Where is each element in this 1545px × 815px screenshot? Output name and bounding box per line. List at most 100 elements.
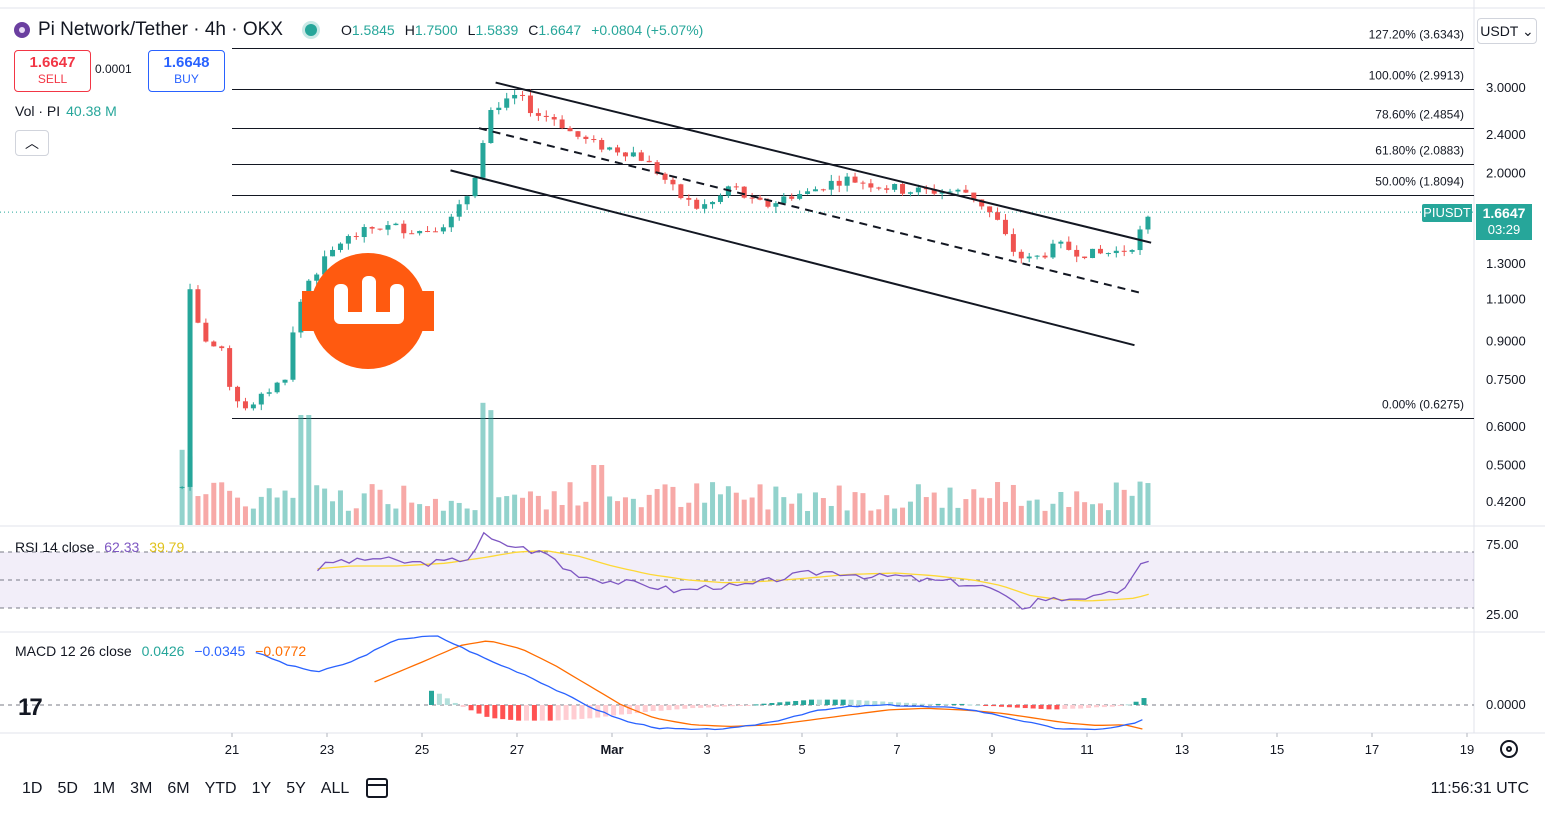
candle-body [710, 201, 716, 205]
candle-body [844, 176, 850, 186]
range-button-all[interactable]: ALL [320, 780, 350, 797]
range-button-1d[interactable]: 1D [22, 780, 43, 797]
macd-hist-bar [1101, 705, 1107, 708]
candle-body [369, 227, 375, 229]
macd-hist-bar [1117, 705, 1123, 706]
calendar-icon[interactable] [366, 778, 388, 798]
volume-bar [227, 490, 233, 525]
range-button-1y[interactable]: 1Y [251, 780, 272, 797]
macd-hist-bar [547, 705, 553, 721]
candle-body [393, 223, 399, 226]
market-open-icon [304, 24, 317, 36]
range-button-5y[interactable]: 5Y [286, 780, 306, 797]
candle-body [789, 196, 795, 199]
macd-hist-bar [595, 705, 601, 718]
bar-countdown: 03:29 [1487, 222, 1521, 237]
time-tick-label: 9 [988, 742, 995, 757]
ohlc-key: L [467, 22, 476, 38]
ohlc-key: H [404, 22, 415, 38]
collapse-legend-button[interactable]: ︿ [15, 130, 49, 156]
volume-bar [464, 508, 470, 525]
buy-button[interactable]: 1.6648 BUY [148, 50, 225, 92]
macd-hist-bar [1125, 704, 1131, 706]
volume-bar [844, 510, 850, 525]
last-price: 1.6647 [1482, 205, 1526, 221]
macd-hist-bar [468, 705, 474, 711]
candle-body [432, 231, 438, 233]
volume-bar [1002, 501, 1008, 525]
candle-body [995, 212, 1001, 220]
candle-body [955, 189, 961, 192]
volume-bar [583, 501, 589, 525]
ohlc-value: 1.7500 [414, 22, 458, 38]
rsi-legend[interactable]: RSI 14 close 62.33 39.79 [15, 539, 184, 555]
macd-hist-bar [539, 705, 545, 721]
candle-body [805, 191, 811, 194]
candle-body [504, 98, 510, 108]
candle-body [749, 197, 755, 199]
volume-legend[interactable]: Vol · PI 40.38 M [15, 103, 117, 119]
gear-icon[interactable] [1500, 740, 1518, 758]
macd-hist-bar [824, 699, 830, 705]
candle-body [353, 236, 359, 238]
channel-line-lower [450, 169, 1135, 347]
ohlc-value: 1.6647 [538, 22, 582, 38]
candle-body [860, 182, 866, 184]
volume-bar [393, 508, 399, 525]
macd-hist-bar [721, 705, 727, 707]
volume-bar [995, 482, 1001, 525]
range-button-1m[interactable]: 1M [92, 780, 116, 797]
volume-bar [868, 510, 874, 525]
macd-hist-bar [777, 702, 783, 705]
candle-body [939, 191, 945, 194]
candle-body [607, 147, 613, 150]
volume-bar [409, 502, 415, 525]
candle-body [330, 249, 336, 257]
volume-bar [488, 410, 494, 525]
candle-body [1090, 248, 1096, 259]
volume-bar [971, 489, 977, 525]
volume-bar [931, 492, 937, 525]
clock-readout[interactable]: 11:56:31 UTC [1430, 780, 1529, 797]
price-tick-label: 0.6000 [1486, 419, 1526, 434]
macd-hist-bar [706, 705, 712, 708]
candle-body [599, 140, 605, 150]
sell-button[interactable]: 1.6647 SELL [14, 50, 91, 92]
time-range-bar: 1D 5D 1M 3M 6M YTD 1Y 5Y ALL [22, 780, 349, 798]
candle-body [915, 187, 921, 193]
chart-title[interactable]: Pi Network/Tether · 4h · OKX [38, 19, 283, 40]
macd-hist-bar [1109, 705, 1115, 707]
macd-legend[interactable]: MACD 12 26 close 0.0426 −0.0345 −0.0772 [15, 643, 306, 659]
volume-bar [923, 497, 929, 525]
volume-bar [939, 507, 945, 525]
pi-coin-icon [14, 22, 30, 38]
tradingview-logo-icon[interactable]: 17 [18, 694, 43, 721]
symbol-price-tag: PIUSDT [1422, 204, 1472, 222]
volume-bar [1129, 495, 1135, 525]
volume-bar [781, 497, 787, 525]
macd-hist-bar [460, 705, 466, 708]
range-button-3m[interactable]: 3M [130, 780, 153, 797]
range-button-5d[interactable]: 5D [57, 780, 78, 797]
candle-body [488, 110, 494, 144]
rsi-tick-label: 75.00 [1486, 537, 1519, 552]
candle-body [583, 136, 589, 140]
price-tick-label: 0.4200 [1486, 494, 1526, 509]
volume-bar [1082, 502, 1088, 525]
candle-body [1074, 249, 1080, 257]
macd-hist-bar [737, 705, 743, 706]
macd-hist-bar [642, 705, 648, 713]
range-button-ytd[interactable]: YTD [204, 780, 237, 797]
volume-bar [963, 499, 969, 525]
price-tick-label: 1.1000 [1486, 291, 1526, 306]
volume-bar [1018, 505, 1024, 525]
volume-bar [646, 494, 652, 525]
volume-bar [717, 494, 723, 525]
volume-bar [622, 497, 628, 525]
candle-body [567, 128, 573, 132]
currency-select[interactable]: USDT ⌄ [1477, 18, 1537, 44]
volume-bar [805, 510, 811, 525]
macd-hist-bar [848, 699, 854, 705]
range-button-6m[interactable]: 6M [167, 780, 190, 797]
